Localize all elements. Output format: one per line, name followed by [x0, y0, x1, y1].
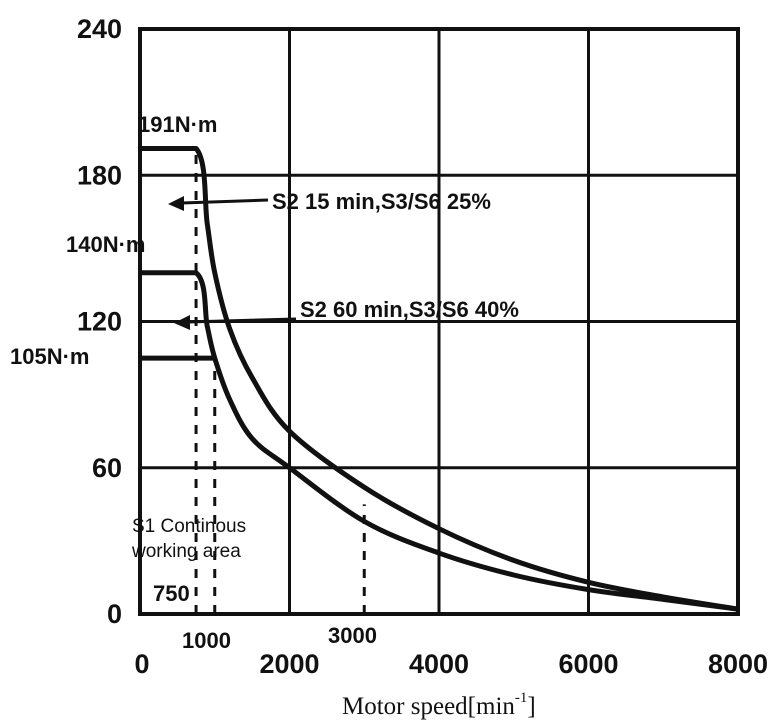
x-tick-label-8000: 8000	[708, 649, 768, 679]
speed-3000-label: 3000	[328, 623, 377, 648]
x-axis-label-text: Motor speed[min	[342, 693, 515, 720]
annotation-arrows	[168, 196, 297, 330]
series-group	[140, 145, 739, 612]
mid-torque-label: 140N·m	[66, 232, 145, 257]
x-axis-label: Motor speed[min-1]	[342, 690, 536, 720]
cont-torque-label: 105N·m	[10, 344, 89, 369]
peak-torque-label: 191N·m	[138, 112, 217, 137]
y-tick-label-60: 60	[92, 453, 122, 483]
speed-750-label: 750	[153, 581, 190, 606]
arrow-s2-15-head	[168, 196, 184, 211]
arrow-s2-15-line	[181, 198, 269, 205]
arrow-s2-60-line	[187, 317, 297, 324]
x-tick-label-4000: 4000	[409, 649, 469, 679]
x-tick-label-0: 0	[134, 649, 149, 679]
y-tick-label-240: 240	[77, 14, 122, 44]
y-tick-label-0: 0	[107, 599, 122, 629]
tick-labels: 0 60 120 180 240 0 2000 4000 6000 8000	[77, 14, 768, 679]
x-tick-label-6000: 6000	[558, 649, 618, 679]
y-tick-label-180: 180	[77, 160, 122, 190]
plot-frame	[138, 27, 740, 616]
s1-area-label-line2: working area	[131, 541, 241, 562]
x-axis-label-close: ]	[527, 693, 535, 720]
arrow-s2-60-head	[174, 315, 190, 330]
speed-1000-label: 1000	[182, 628, 231, 653]
s2-60-label: S2 60 min,S3/S6 40%	[300, 297, 519, 322]
s2-15-label: S2 15 min,S3/S6 25%	[272, 189, 491, 214]
s1-area-label-line1: S1 Continous	[132, 516, 246, 537]
y-tick-label-120: 120	[77, 307, 122, 337]
x-tick-label-2000: 2000	[259, 649, 319, 679]
x-axis-label-sup: -1	[515, 690, 528, 706]
series-line-0	[140, 145, 739, 612]
